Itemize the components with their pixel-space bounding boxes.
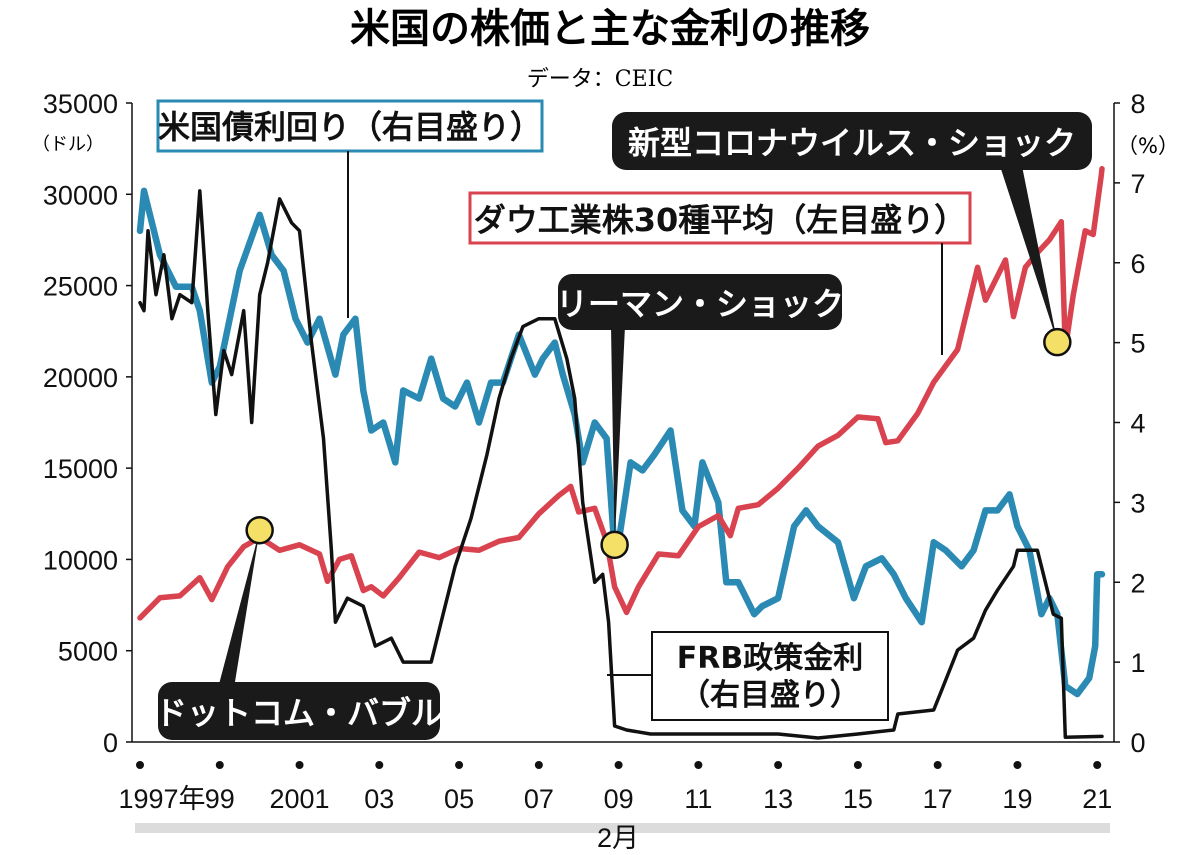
left-tick-label: 35000 bbox=[43, 89, 118, 119]
series-layer bbox=[136, 165, 1106, 740]
corona-callout-pointer bbox=[1000, 166, 1058, 343]
x-tick-label: 11 bbox=[684, 784, 712, 814]
x-tick-dot bbox=[933, 761, 942, 769]
source-note: データ：CEIC bbox=[527, 67, 673, 92]
frb-label-subtext: （右目盛り） bbox=[680, 678, 860, 713]
x-tick-dot bbox=[136, 761, 144, 769]
x-tick-label: 05 bbox=[444, 784, 474, 814]
x-tick-dot bbox=[614, 761, 623, 769]
dotcom-callout-pointer bbox=[218, 530, 260, 688]
x-tick-label: 17 bbox=[923, 784, 953, 814]
dotcom-callout-text: ドットコム・バブル bbox=[155, 694, 443, 732]
bond-label-box bbox=[156, 99, 544, 153]
right-tick-label: 3 bbox=[1130, 488, 1145, 518]
x-tick-label: 2001 bbox=[269, 784, 329, 814]
x-tick-dot bbox=[694, 761, 703, 769]
left-tick-label: 15000 bbox=[43, 454, 118, 484]
corona-marker bbox=[1043, 327, 1072, 357]
x-tick-dot bbox=[375, 761, 384, 769]
corona-callout-text: 新型コロナウイルス・ショック bbox=[628, 124, 1076, 162]
x-tick-label: 09 bbox=[604, 784, 634, 814]
x-tick-label: 21 bbox=[1082, 784, 1112, 814]
x-tick-dot bbox=[1013, 761, 1022, 769]
left-tick-label: 5000 bbox=[58, 637, 118, 667]
x-tick-label: 03 bbox=[364, 784, 394, 814]
dow-label-box bbox=[468, 191, 972, 245]
frb-label-box bbox=[651, 631, 889, 721]
left-tick-label: 30000 bbox=[43, 180, 118, 210]
x-tick-label: 13 bbox=[763, 784, 793, 814]
x-end-note: 2月 bbox=[597, 823, 639, 853]
x-tick-dot bbox=[774, 761, 783, 769]
lehman-marker bbox=[600, 530, 629, 560]
bond-label-text: 米国債利回り（右目盛り） bbox=[158, 108, 542, 146]
right-tick-label: 5 bbox=[1130, 329, 1145, 359]
lehman-callout-box bbox=[558, 274, 842, 330]
series-line-bond bbox=[136, 187, 1106, 698]
x-tick-dot bbox=[1093, 761, 1102, 769]
x-tick-dot bbox=[853, 761, 862, 769]
timeline-bar bbox=[135, 823, 1110, 833]
left-tick-label: 10000 bbox=[43, 545, 118, 575]
left-axis-unit: （ドル） bbox=[32, 134, 104, 155]
right-tick-label: 8 bbox=[1130, 89, 1145, 119]
right-axis-unit: （%） bbox=[1117, 134, 1179, 158]
x-tick-label: 99 bbox=[205, 784, 235, 814]
right-tick-label: 0 bbox=[1130, 728, 1145, 758]
chart-title: 米国の株価と主な金利の推移 bbox=[350, 6, 870, 52]
right-tick-label: 1 bbox=[1130, 648, 1145, 678]
lehman-callout-pointer bbox=[611, 326, 625, 545]
frb-label-text: FRB政策金利 bbox=[677, 641, 863, 676]
lehman-callout-text: リーマン・ショック bbox=[556, 285, 844, 323]
x-tick-dot bbox=[215, 761, 224, 769]
x-tick-label: 19 bbox=[1002, 784, 1032, 814]
left-tick-label: 0 bbox=[103, 728, 118, 758]
dotcom-marker bbox=[245, 515, 274, 545]
x-tick-dot bbox=[534, 761, 543, 769]
dow-label-text: ダウ工業株30種平均（左目盛り） bbox=[474, 201, 967, 239]
right-tick-label: 4 bbox=[1130, 409, 1145, 439]
left-tick-label: 20000 bbox=[43, 363, 118, 393]
right-tick-label: 7 bbox=[1130, 169, 1145, 199]
right-tick-label: 2 bbox=[1130, 568, 1145, 598]
series-line-dow bbox=[137, 165, 1105, 621]
annotation-layer: 米国債利回り（右目盛り） ダウ工業株30種平均（左目盛り） FRB政策金利（右目盛り… bbox=[155, 99, 1092, 740]
x-tick-dot bbox=[455, 761, 464, 769]
series-line-frb bbox=[138, 189, 1104, 740]
x-tick-label: 1997年 bbox=[118, 784, 205, 814]
x-tick-dot bbox=[295, 761, 304, 769]
corona-callout-box bbox=[612, 112, 1092, 170]
x-tick-label: 07 bbox=[524, 784, 554, 814]
axes-layer: 0 5000 10000 15000 20000 25000 30000 35000 （ドル） 0… bbox=[32, 89, 1179, 814]
right-tick-label: 6 bbox=[1130, 249, 1145, 279]
dotcom-callout-box bbox=[158, 682, 440, 740]
x-tick-label: 15 bbox=[843, 784, 873, 814]
left-tick-label: 25000 bbox=[43, 272, 118, 302]
